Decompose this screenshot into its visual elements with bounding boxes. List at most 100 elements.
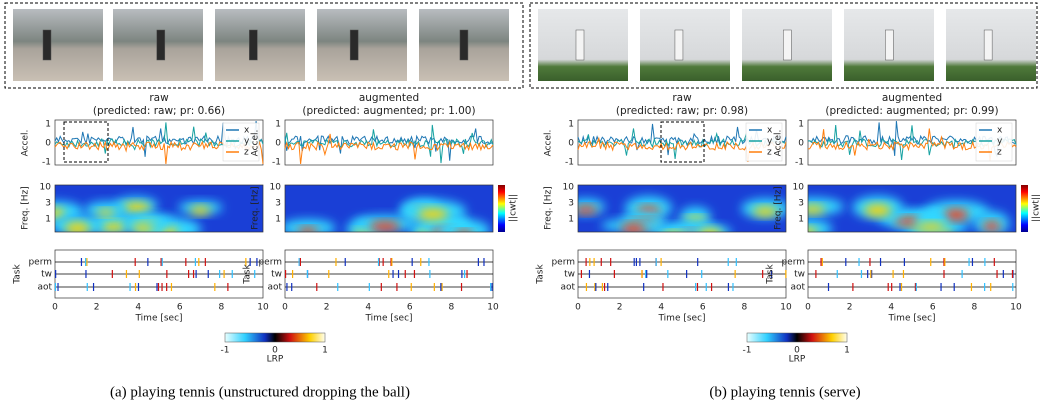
- task-row-label: perm: [258, 258, 282, 268]
- time-label: Time [sec]: [364, 314, 412, 324]
- person: [156, 29, 166, 61]
- spectrogram-axes: [284, 184, 494, 233]
- spectrogram-axes: [54, 184, 264, 233]
- task-row-label: aot: [560, 283, 575, 293]
- time-tick: 10: [780, 303, 792, 313]
- blob: [189, 206, 211, 215]
- blob: [438, 219, 490, 232]
- accel-label: Accel.: [251, 130, 261, 157]
- caption: (a) playing tennis (unstructured droppin…: [110, 384, 410, 400]
- photo: [215, 9, 305, 81]
- plot-subtitle: (predicted: augmented; pr: 1.00): [302, 105, 475, 117]
- freq-label: Freq. [Hz]: [544, 186, 554, 230]
- highlight-box: [63, 121, 109, 163]
- lrp-label: LRP: [789, 355, 806, 365]
- freq-tick: 10: [270, 183, 282, 193]
- blob: [285, 219, 336, 232]
- lrp-tick: 1: [844, 346, 850, 356]
- accel-tick: 1: [275, 120, 281, 130]
- person: [249, 29, 258, 61]
- legend-label: x: [767, 126, 773, 136]
- blob: [456, 230, 472, 232]
- photo: [13, 9, 103, 81]
- time-tick: 10: [1010, 303, 1022, 313]
- time-tick: 4: [365, 303, 371, 313]
- blob: [894, 217, 923, 226]
- time-tick: 0: [52, 303, 58, 313]
- freq-tick: 10: [563, 183, 575, 193]
- signal: [284, 124, 494, 164]
- freq-label: Freq. [Hz]: [774, 186, 784, 230]
- time-tick: 4: [888, 303, 894, 313]
- signal: [284, 133, 494, 165]
- blob: [636, 206, 661, 215]
- freq-tick: 3: [568, 199, 574, 209]
- task-row-label: aot: [790, 283, 805, 293]
- task-label: Task: [13, 264, 23, 285]
- freq-tick: 1: [568, 215, 574, 225]
- time-tick: 2: [617, 303, 623, 313]
- time-tick: 6: [407, 303, 413, 313]
- freq-tick: 3: [275, 199, 281, 209]
- photo-frame: [4, 2, 524, 89]
- blob: [982, 221, 1001, 231]
- accel-tick: 1: [798, 120, 804, 130]
- accel-label: Accel.: [774, 130, 784, 157]
- time-tick: 10: [487, 303, 499, 313]
- person: [674, 29, 684, 61]
- accel-tick: 0: [45, 139, 51, 149]
- task-row-label: aot: [267, 283, 282, 293]
- lrp-colorbar: [746, 332, 848, 343]
- plot-title: augmented: [882, 92, 942, 104]
- person: [42, 29, 52, 61]
- spectrogram-axes: [577, 184, 787, 233]
- plot-subtitle: (predicted: augmented; pr: 0.99): [825, 105, 998, 117]
- blob: [417, 208, 449, 220]
- task-row-label: tw: [794, 270, 805, 280]
- time-tick: 4: [658, 303, 664, 313]
- time-tick: 0: [575, 303, 581, 313]
- blob: [752, 207, 778, 217]
- legend-box: [975, 122, 1013, 162]
- person: [459, 29, 469, 61]
- person: [885, 29, 894, 61]
- blob: [96, 209, 116, 216]
- lrp-tick: 1: [322, 346, 328, 356]
- spectrogram: [285, 185, 493, 232]
- lrp-colorbar: [224, 332, 326, 343]
- blob: [943, 209, 969, 221]
- lrp-tick: -1: [743, 346, 752, 356]
- plot-subtitle: (predicted: raw; pr: 0.98): [616, 105, 748, 117]
- person: [983, 29, 993, 61]
- blob: [97, 221, 128, 232]
- person: [349, 29, 359, 61]
- accel-tick: 0: [798, 139, 804, 149]
- photo-frame: [529, 2, 1038, 89]
- lrp-label: LRP: [267, 355, 284, 365]
- spectrogram: [578, 185, 786, 232]
- task-row-label: tw: [41, 270, 52, 280]
- cwt-label: ||cwt||: [509, 194, 519, 222]
- legend-label: z: [997, 148, 1002, 158]
- task-row-label: tw: [564, 270, 575, 280]
- task-row-label: perm: [28, 258, 52, 268]
- task-label: Task: [536, 264, 546, 285]
- accel-tick: 0: [568, 139, 574, 149]
- time-label: Time [sec]: [887, 314, 935, 324]
- caption: (b) playing tennis (serve): [709, 384, 860, 400]
- blob: [700, 228, 721, 232]
- plot-title: augmented: [359, 92, 419, 104]
- time-tick: 8: [742, 303, 748, 313]
- photo: [640, 9, 730, 81]
- spectrogram: [55, 185, 263, 232]
- time-tick: 0: [805, 303, 811, 313]
- blob: [808, 227, 818, 232]
- blob: [864, 204, 892, 217]
- freq-label: Freq. [Hz]: [21, 186, 31, 230]
- freq-tick: 1: [45, 215, 51, 225]
- legend-label: x: [997, 126, 1003, 136]
- accel-label: Accel.: [21, 130, 31, 157]
- task-row-label: perm: [551, 258, 575, 268]
